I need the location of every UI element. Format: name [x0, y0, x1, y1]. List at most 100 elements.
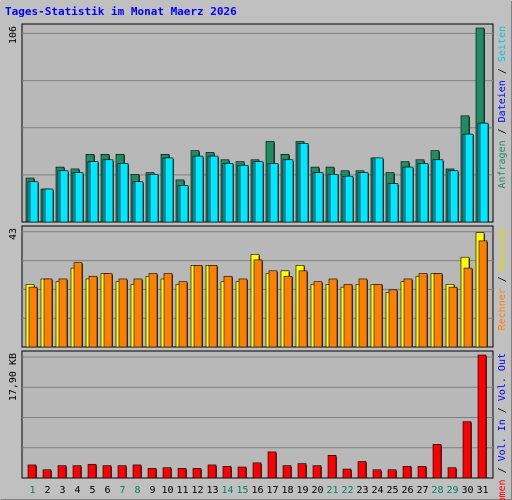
- bar-seiten: [224, 163, 234, 223]
- bar-rechner: [478, 240, 488, 348]
- bar-rechner: [448, 286, 458, 348]
- legend-dateien: Dateien: [497, 80, 508, 122]
- day-label: 6: [104, 485, 110, 496]
- bar-rechner: [208, 265, 218, 348]
- day-label: 14: [221, 485, 233, 496]
- bar-volumen: [252, 462, 262, 479]
- bar-rechner: [103, 273, 113, 348]
- bar-seiten: [119, 163, 129, 223]
- day-label: 2: [44, 485, 50, 496]
- bar-rechner: [373, 284, 383, 348]
- bar-seiten: [74, 172, 84, 223]
- bar-volumen: [222, 466, 232, 479]
- bar-seiten: [449, 170, 459, 223]
- visits-y-max-label: 43: [8, 228, 19, 240]
- day-label: 11: [176, 485, 188, 496]
- bar-rechner: [163, 273, 173, 348]
- bar-seiten: [329, 174, 339, 223]
- bar-rechner: [283, 275, 293, 348]
- bar-volumen: [42, 469, 52, 479]
- bar-rechner: [418, 273, 428, 348]
- day-label: 7: [119, 485, 125, 496]
- day-label: 19: [296, 485, 308, 496]
- visits-legend: Rechner / Besuche: [497, 228, 508, 330]
- bar-seiten: [134, 181, 144, 223]
- volume-legend: Volumen / Vol. In / Vol. Out: [497, 353, 508, 500]
- day-label: 5: [89, 485, 95, 496]
- bar-seiten: [104, 159, 114, 223]
- legend-rechner: Rechner: [497, 288, 508, 330]
- bar-volumen: [27, 464, 37, 479]
- bar-rechner: [313, 281, 323, 348]
- bar-seiten: [299, 143, 309, 223]
- bar-volumen: [87, 463, 97, 479]
- bar-rechner: [43, 278, 53, 348]
- bar-volumen: [57, 465, 67, 479]
- bar-seiten: [89, 161, 99, 223]
- day-label: 20: [311, 485, 323, 496]
- day-label: 26: [401, 485, 413, 496]
- bar-volumen: [207, 464, 217, 479]
- bar-seiten: [479, 122, 489, 223]
- bar-rechner: [58, 278, 68, 348]
- volume-y-max-label: 17,90 KB: [8, 353, 19, 401]
- day-label: 24: [371, 485, 383, 496]
- day-label: 31: [476, 485, 488, 496]
- bar-seiten: [359, 172, 369, 223]
- bar-rechner: [28, 286, 38, 348]
- bar-volumen: [447, 467, 457, 479]
- bar-rechner: [238, 278, 248, 348]
- bar-seiten: [269, 163, 279, 223]
- bar-volumen: [192, 468, 202, 479]
- bar-rechner: [388, 289, 398, 348]
- bar-seiten: [284, 159, 294, 223]
- day-axis-labels: 1 2 3 4 5 6 7 8 9 10 11 12 13 14 15 16 17 18 19 20 21 22 23 24 2…: [29, 485, 488, 496]
- day-label: 18: [281, 485, 293, 496]
- bar-volumen: [372, 469, 382, 479]
- chart-title: Tages-Statistik im Monat Maerz 2026: [5, 5, 237, 18]
- bar-seiten: [419, 163, 429, 223]
- day-label: 10: [161, 485, 173, 496]
- bar-rechner: [88, 275, 98, 348]
- bar-volumen: [132, 464, 142, 479]
- bar-volumen: [327, 455, 337, 479]
- bar-rechner: [403, 278, 413, 348]
- bar-seiten: [344, 175, 354, 223]
- bar-volumen: [402, 466, 412, 479]
- bar-volumen: [147, 468, 157, 479]
- requests-legend: Anfragen / Dateien / Seiten: [497, 26, 508, 189]
- bar-seiten: [389, 183, 399, 223]
- day-label: 17: [266, 485, 278, 496]
- bar-volumen: [102, 465, 112, 479]
- day-label: 13: [206, 485, 218, 496]
- bar-rechner: [118, 278, 128, 348]
- bar-rechner: [463, 267, 473, 348]
- bar-rechner: [268, 270, 278, 348]
- day-label: 25: [386, 485, 398, 496]
- bar-rechner: [433, 273, 443, 348]
- day-label: 27: [416, 485, 428, 496]
- bar-volumen: [312, 465, 322, 479]
- bar-volumen: [357, 461, 367, 479]
- bar-volumen: [237, 466, 247, 479]
- day-label: 8: [134, 485, 140, 496]
- bar-seiten: [254, 161, 264, 223]
- bar-seiten: [194, 155, 204, 223]
- bar-seiten: [374, 157, 384, 223]
- legend-vol-in: Vol. In: [497, 419, 508, 461]
- bar-rechner: [193, 265, 203, 348]
- bar-rechner: [328, 278, 338, 348]
- bar-seiten: [44, 188, 54, 223]
- bar-seiten: [314, 172, 324, 223]
- bar-volumen: [282, 465, 292, 479]
- bar-rechner: [133, 278, 143, 348]
- bar-volumen: [162, 467, 172, 479]
- bar-volumen: [117, 465, 127, 479]
- day-label: 22: [341, 485, 353, 496]
- bar-volumen: [267, 451, 277, 479]
- bar-rechner: [358, 278, 368, 348]
- bar-volumen: [297, 463, 307, 479]
- bar-rechner: [178, 281, 188, 348]
- day-label: 28: [431, 485, 443, 496]
